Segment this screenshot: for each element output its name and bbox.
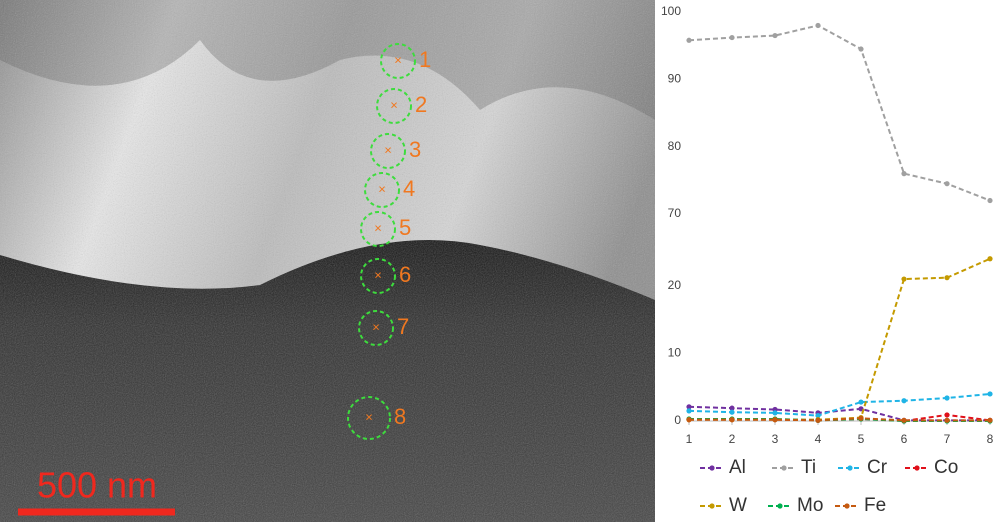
series-line: [689, 25, 990, 200]
data-point: [901, 276, 906, 281]
x-tick-label: 7: [944, 432, 951, 446]
data-point: [987, 198, 992, 203]
legend-dot: [709, 503, 714, 508]
y2-tick-label: 90: [668, 72, 682, 86]
data-point: [686, 38, 691, 43]
data-point: [858, 416, 863, 421]
data-point: [901, 398, 906, 403]
data-point: [729, 35, 734, 40]
data-point: [858, 399, 863, 404]
point-label: 1: [419, 47, 431, 72]
data-point: [686, 408, 691, 413]
point-label: 7: [397, 314, 409, 339]
legend-dot: [781, 465, 786, 470]
figure: 500 nm ×1×2×3×4×5×6×7×812345678010207080…: [0, 0, 1000, 522]
point-marker: ×: [378, 181, 386, 196]
y-tick-label: 20: [668, 278, 682, 292]
scale-label: 500 nm: [37, 465, 157, 506]
data-point: [944, 395, 949, 400]
data-point: [815, 23, 820, 28]
data-point: [901, 418, 906, 423]
data-point: [686, 417, 691, 422]
legend-label: W: [729, 495, 747, 516]
point-marker: ×: [394, 52, 402, 67]
data-point: [987, 418, 992, 423]
point-label: 6: [399, 262, 411, 287]
legend-label: Al: [729, 457, 746, 478]
data-point: [858, 46, 863, 51]
point-marker: ×: [374, 220, 382, 235]
x-tick-label: 3: [772, 432, 779, 446]
legend-dot: [847, 465, 852, 470]
legend-dot: [777, 503, 782, 508]
data-point: [772, 417, 777, 422]
x-tick-label: 2: [729, 432, 736, 446]
x-tick-label: 4: [815, 432, 822, 446]
data-point: [944, 412, 949, 417]
data-point: [815, 418, 820, 423]
legend-label: Cr: [867, 457, 888, 478]
y-tick-label: 0: [674, 413, 681, 427]
x-tick-label: 8: [987, 432, 994, 446]
data-point: [772, 410, 777, 415]
data-point: [987, 391, 992, 396]
legend-label: Mo: [797, 495, 823, 516]
point-marker: ×: [365, 409, 373, 424]
data-point: [944, 418, 949, 423]
legend-dot: [914, 465, 919, 470]
y-tick-label: 10: [668, 346, 682, 360]
x-tick-label: 6: [901, 432, 908, 446]
point-label: 5: [399, 215, 411, 240]
legend-label: Ti: [801, 457, 816, 478]
y2-tick-label: 80: [668, 139, 682, 153]
micrograph: 500 nm: [0, 0, 655, 522]
legend-dot: [844, 503, 849, 508]
point-marker: ×: [390, 97, 398, 112]
point-label: 8: [394, 404, 406, 429]
data-point: [944, 181, 949, 186]
point-marker: ×: [384, 142, 392, 157]
point-marker: ×: [372, 319, 380, 334]
legend-label: Co: [934, 457, 958, 478]
legend-label: Fe: [864, 495, 886, 516]
point-label: 3: [409, 137, 421, 162]
y2-tick-label: 100: [661, 4, 681, 18]
legend-dot: [709, 465, 714, 470]
series-line: [689, 259, 990, 420]
point-marker: ×: [374, 267, 382, 282]
data-point: [944, 275, 949, 280]
data-point: [987, 256, 992, 261]
point-label: 2: [415, 92, 427, 117]
x-tick-label: 1: [686, 432, 693, 446]
data-point: [772, 33, 777, 38]
data-point: [729, 417, 734, 422]
data-point: [729, 410, 734, 415]
y2-tick-label: 70: [668, 206, 682, 220]
point-label: 4: [403, 176, 415, 201]
x-tick-label: 5: [858, 432, 865, 446]
data-point: [901, 171, 906, 176]
